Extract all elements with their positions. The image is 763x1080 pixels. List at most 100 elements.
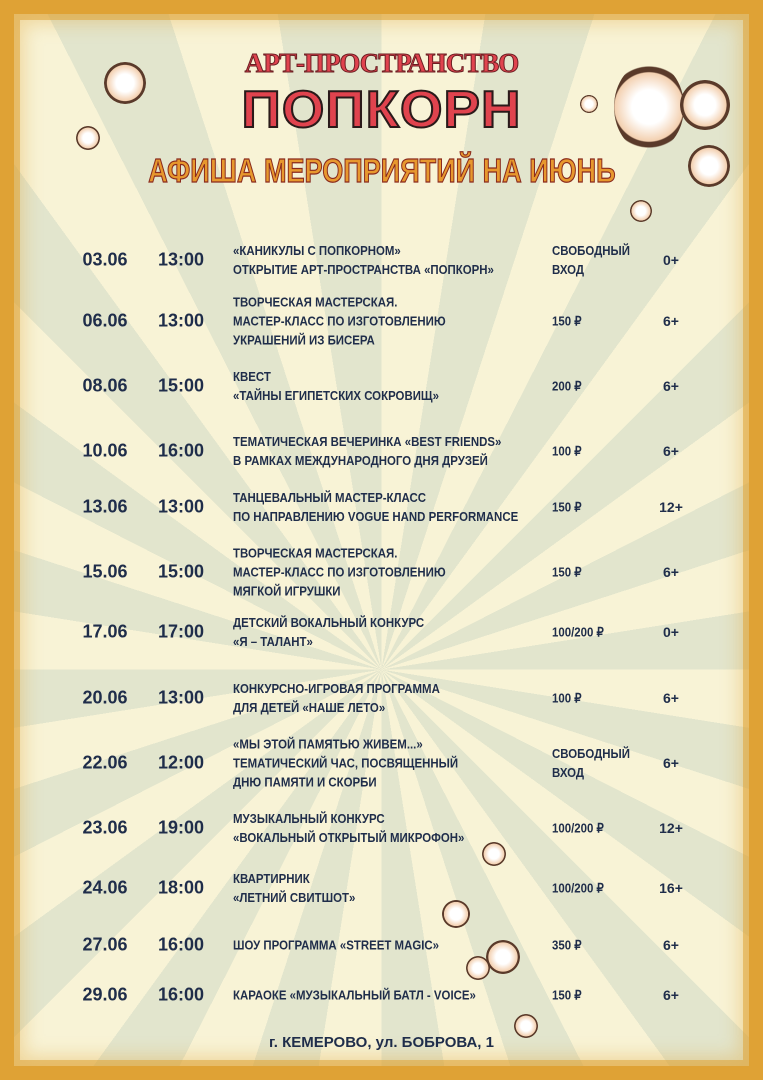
event-time: 16:00: [157, 440, 205, 461]
event-price-line: ВХОД: [552, 765, 585, 780]
event-age-rating: 0+: [663, 252, 679, 268]
event-price: 100/200 ₽: [552, 819, 604, 838]
event-price: 200 ₽: [552, 377, 582, 396]
event-title-line: МЯГКОЙ ИГРУШКИ: [233, 583, 341, 599]
event-age-rating: 6+: [663, 690, 679, 706]
event-date: 10.06: [82, 440, 128, 461]
event-title-line: «ТАЙНЫ ЕГИПЕТСКИХ СОКРОВИЩ»: [233, 388, 439, 403]
event-price: СВОБОДНЫЙ ВХОД: [552, 744, 630, 782]
event-price-line: 100 ₽: [552, 443, 582, 459]
event-price-line: 100/200 ₽: [552, 624, 604, 640]
event-time: 17:00: [157, 621, 205, 642]
event-time: 18:00: [157, 877, 205, 898]
event-title-line: ТВОРЧЕСКАЯ МАСТЕРСКАЯ.: [233, 545, 398, 561]
popcorn-icon: [680, 80, 730, 130]
popcorn-icon: [630, 200, 652, 222]
event-date: 23.06: [82, 817, 128, 838]
event-title: КВАРТИРНИК «ЛЕТНИЙ СВИТШОТ»: [233, 869, 355, 907]
event-time: 19:00: [157, 817, 205, 838]
event-title-line: ДЛЯ ДЕТЕЙ «НАШЕ ЛЕТО»: [233, 700, 386, 715]
event-title-line: «ВОКАЛЬНЫЙ ОТКРЫТЫЙ МИКРОФОН»: [233, 830, 465, 845]
event-title-line: ТВОРЧЕСКАЯ МАСТЕРСКАЯ.: [233, 294, 398, 310]
venue-title: ПОПКОРН: [240, 80, 522, 140]
event-title-line: ДЕТСКИЙ ВОКАЛЬНЫЙ КОНКУРС: [233, 615, 425, 630]
event-date: 06.06: [82, 310, 128, 331]
event-price: 150 ₽: [552, 312, 582, 331]
event-title: «МЫ ЭТОЙ ПАМЯТЬЮ ЖИВЕМ...» ТЕМАТИЧЕСКИЙ Ч…: [233, 735, 458, 792]
event-title-line: ШОУ ПРОГРАММА «STREET MAGIC»: [233, 937, 440, 953]
event-price-line: 150 ₽: [552, 564, 582, 580]
event-age-rating: 6+: [663, 937, 679, 953]
event-time: 13:00: [157, 687, 205, 708]
event-title-line: КВАРТИРНИК: [233, 871, 310, 886]
event-age-rating: 6+: [663, 378, 679, 394]
popcorn-icon: [442, 900, 470, 928]
event-age-rating: 0+: [663, 624, 679, 640]
event-price-line: ВХОД: [552, 262, 585, 277]
event-title: КАРАОКЕ «МУЗЫКАЛЬНЫЙ БАТЛ - VOICE»: [233, 986, 476, 1005]
event-price: 350 ₽: [552, 936, 582, 955]
event-age-rating: 6+: [663, 987, 679, 1003]
event-time: 15:00: [157, 375, 205, 396]
event-date: 29.06: [82, 984, 128, 1005]
event-title-line: ПО НАПРАВЛЕНИЮ VOGUE HAND PERFORMANCE: [233, 509, 519, 524]
event-date: 27.06: [82, 934, 128, 955]
event-price: СВОБОДНЫЙ ВХОД: [552, 241, 630, 279]
event-title-line: КВЕСТ: [233, 369, 271, 384]
event-price-line: 150 ₽: [552, 987, 582, 1003]
event-title: ШОУ ПРОГРАММА «STREET MAGIC»: [233, 936, 439, 955]
event-date: 20.06: [82, 687, 128, 708]
popcorn-icon: [614, 62, 684, 152]
popcorn-icon: [580, 95, 598, 113]
event-age-rating: 12+: [659, 820, 683, 836]
event-price-line: 100 ₽: [552, 690, 582, 706]
event-time: 12:00: [157, 752, 205, 773]
event-time: 15:00: [157, 561, 205, 582]
event-title-line: «Я – ТАЛАНТ»: [233, 634, 313, 649]
event-price: 100/200 ₽: [552, 879, 604, 898]
event-title-line: «МЫ ЭТОЙ ПАМЯТЬЮ ЖИВЕМ...»: [233, 736, 423, 752]
event-price: 100 ₽: [552, 442, 582, 461]
event-title: КОНКУРСНО-ИГРОВАЯ ПРОГРАММА ДЛЯ ДЕТЕЙ «НА…: [233, 679, 440, 717]
event-title-line: «ЛЕТНИЙ СВИТШОТ»: [233, 890, 356, 905]
event-age-rating: 6+: [663, 313, 679, 329]
event-date: 17.06: [82, 621, 128, 642]
event-price-line: СВОБОДНЫЙ: [552, 746, 630, 761]
popcorn-icon: [486, 940, 520, 974]
event-time: 16:00: [157, 934, 205, 955]
popcorn-icon: [482, 842, 506, 866]
popcorn-icon: [514, 1014, 538, 1038]
event-title-line: УКРАШЕНИЙ ИЗ БИСЕРА: [233, 332, 375, 348]
event-title-line: ТЕМАТИЧЕСКАЯ ВЕЧЕРИНКА «BEST FRIENDS»: [233, 434, 502, 449]
event-price-line: 200 ₽: [552, 378, 582, 394]
event-age-rating: 6+: [663, 443, 679, 459]
address: г. КЕМЕРОВО, ул. БОБРОВА, 1: [269, 1034, 494, 1051]
event-price-line: СВОБОДНЫЙ: [552, 243, 630, 258]
event-price: 100 ₽: [552, 689, 582, 708]
event-title-line: МАСТЕР-КЛАСС ПО ИЗГОТОВЛЕНИЮ: [233, 564, 446, 580]
event-title: КВЕСТ «ТАЙНЫ ЕГИПЕТСКИХ СОКРОВИЩ»: [233, 367, 439, 405]
event-time: 13:00: [157, 496, 205, 517]
event-title-line: МУЗЫКАЛЬНЫЙ КОНКУРС: [233, 811, 385, 826]
page-heading: АФИША МЕРОПРИЯТИЙ НА ИЮНЬ: [147, 151, 616, 189]
event-title-line: ОТКРЫТИЕ АРТ-ПРОСТРАНСТВА «ПОПКОРН»: [233, 262, 494, 277]
event-price: 150 ₽: [552, 986, 582, 1005]
popcorn-icon: [76, 126, 100, 150]
event-date: 03.06: [82, 249, 128, 270]
event-time: 13:00: [157, 249, 205, 270]
popcorn-icon: [104, 62, 146, 104]
venue-subtitle: АРТ-ПРОСТРАНСТВО: [244, 48, 520, 79]
popcorn-icon: [688, 145, 730, 187]
event-price-line: 150 ₽: [552, 313, 582, 329]
event-title: МУЗЫКАЛЬНЫЙ КОНКУРС «ВОКАЛЬНЫЙ ОТКРЫТЫЙ М…: [233, 809, 464, 847]
popcorn-icon: [466, 956, 490, 980]
event-age-rating: 6+: [663, 755, 679, 771]
event-title: ТВОРЧЕСКАЯ МАСТЕРСКАЯ. МАСТЕР-КЛАСС ПО ИЗ…: [233, 293, 446, 350]
event-date: 13.06: [82, 496, 128, 517]
event-time: 13:00: [157, 310, 205, 331]
event-age-rating: 12+: [659, 499, 683, 515]
event-date: 15.06: [82, 561, 128, 582]
event-title-line: В РАМКАХ МЕЖДУНАРОДНОГО ДНЯ ДРУЗЕЙ: [233, 453, 488, 468]
